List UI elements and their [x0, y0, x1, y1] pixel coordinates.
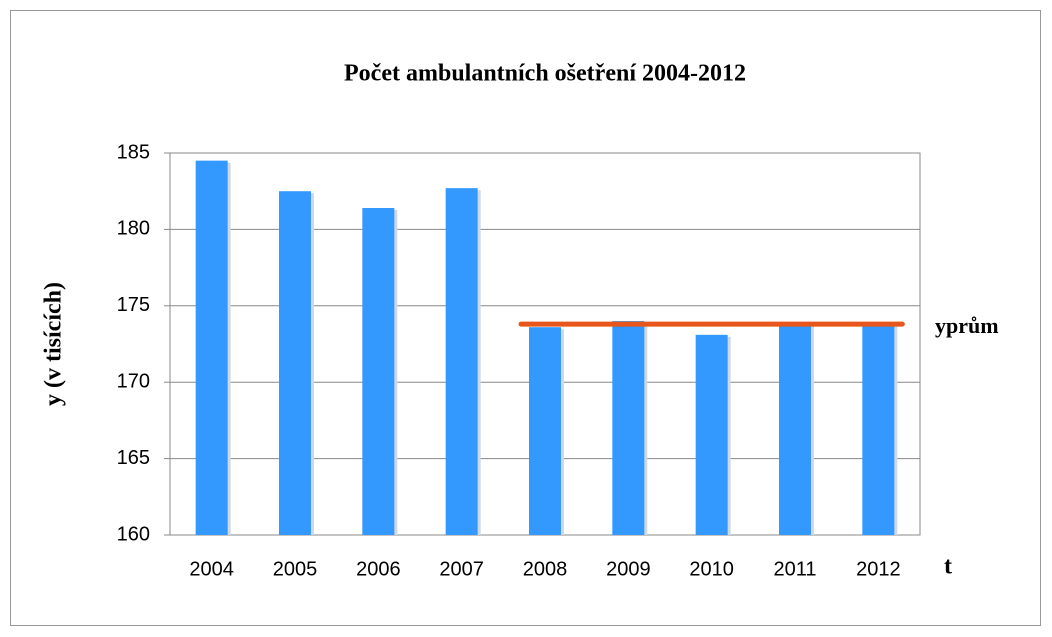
y-axis-label: y (v tisících) — [41, 282, 67, 406]
line-label: yprům — [935, 313, 999, 338]
bar — [862, 324, 895, 535]
bar — [779, 322, 811, 535]
bar — [529, 327, 561, 535]
x-axis-label: t — [944, 554, 952, 580]
x-tick-label: 2007 — [439, 558, 484, 580]
x-tick-label: 2011 — [773, 558, 816, 580]
bar — [612, 321, 645, 535]
chart-title: Počet ambulantních ošetření 2004-2012 — [344, 61, 746, 87]
bar — [195, 160, 228, 535]
x-tick-label: 2010 — [689, 558, 734, 580]
bar — [695, 334, 728, 535]
y-tick-label: 180 — [117, 218, 150, 240]
x-tick-label: 2004 — [189, 558, 234, 580]
y-tick-label: 160 — [117, 523, 150, 545]
y-tick-label: 185 — [117, 141, 150, 163]
bar — [362, 208, 395, 535]
x-tick-label: 2006 — [356, 558, 401, 580]
x-tick-label: 2005 — [273, 558, 318, 580]
x-tick-label: 2012 — [856, 558, 901, 580]
y-tick-label: 175 — [117, 294, 150, 316]
x-tick-label: 2009 — [606, 558, 651, 580]
bar — [445, 188, 478, 536]
y-tick-label: 165 — [117, 447, 150, 469]
bar — [279, 191, 311, 535]
y-tick-label: 170 — [117, 370, 150, 392]
x-tick-label: 2008 — [523, 558, 568, 580]
